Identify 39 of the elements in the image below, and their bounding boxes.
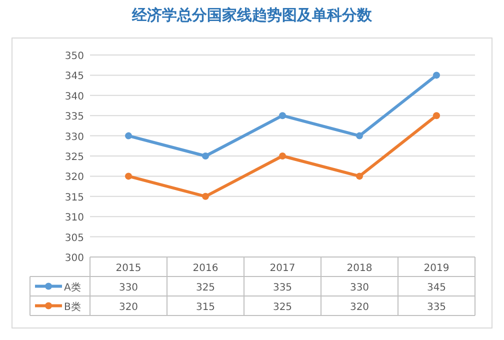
point: [125, 172, 132, 180]
data-label: 325: [196, 282, 216, 294]
x-tick-label: 2015: [116, 262, 142, 274]
x-tick-label: 2018: [346, 262, 372, 274]
y-tick-label: 345: [64, 71, 84, 82]
data-label: 330: [350, 282, 370, 294]
point: [125, 132, 132, 140]
y-tick-label: 315: [64, 192, 84, 204]
point: [356, 132, 363, 140]
chart-title: 经济学总分国家线趋势图及单科分数: [131, 6, 373, 24]
point: [202, 152, 209, 160]
y-tick-label: 300: [64, 253, 84, 264]
x-tick-label: 2019: [424, 262, 450, 274]
y-tick-label: 330: [64, 132, 84, 143]
point: [279, 152, 286, 160]
y-tick-label: 310: [64, 212, 84, 224]
x-tick-label: 2016: [192, 262, 218, 274]
data-label: 320: [118, 302, 138, 313]
data-label: 335: [272, 282, 292, 294]
data-label: 320: [350, 302, 370, 313]
y-tick-label: 350: [64, 51, 84, 62]
data-label: 330: [118, 282, 138, 294]
point: [433, 72, 440, 79]
y-tick-label: 335: [64, 112, 84, 123]
y-tick-label: 340: [64, 91, 84, 102]
point: [433, 112, 440, 120]
point: [279, 112, 286, 120]
y-tick-label: 305: [64, 232, 84, 244]
data-label: 325: [272, 302, 292, 313]
point: [356, 172, 363, 180]
legend-label: A类: [64, 281, 81, 294]
data-label: 335: [426, 302, 446, 313]
point: [202, 192, 209, 200]
data-label: 315: [196, 302, 216, 313]
data-label: 345: [426, 282, 446, 294]
legend-label: B类: [64, 300, 81, 313]
y-tick-label: 320: [64, 172, 84, 184]
x-tick-label: 2017: [270, 262, 296, 274]
y-tick-label: 325: [64, 152, 84, 163]
